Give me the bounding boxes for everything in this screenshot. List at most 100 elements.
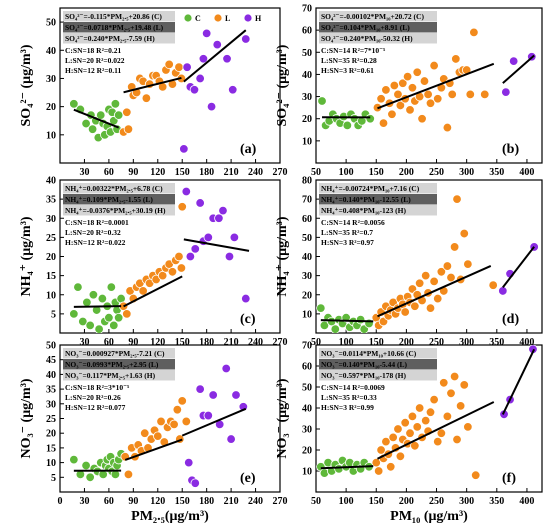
stat-text: L:SN=20 R²=0.26 xyxy=(65,393,121,402)
y-tick-label: 20 xyxy=(302,446,312,457)
x-tick-label: 400 xyxy=(519,167,534,178)
equation-text: NO₃⁻=0.0114*PM₁₀+10.66 (C) xyxy=(321,349,417,358)
x-tick-label: 50 xyxy=(311,337,321,348)
x-tick-label: 400 xyxy=(519,496,534,507)
point-L xyxy=(386,462,396,472)
point-L xyxy=(123,469,134,480)
point-C xyxy=(88,290,99,300)
x-tick-label: 200 xyxy=(399,167,414,178)
point-L xyxy=(169,419,179,430)
fit-line-L xyxy=(123,275,183,308)
point-L xyxy=(425,303,436,313)
equation-text: NH₄⁺=-0.0376*PM₂.₅+30.19 (H) xyxy=(65,206,166,215)
x-tick-label: 120 xyxy=(150,337,165,348)
point-L xyxy=(459,380,469,390)
point-H xyxy=(222,54,232,64)
y-tick-label: 10 xyxy=(302,309,312,320)
point-L xyxy=(469,27,479,38)
stat-text: C:SN=14 R²=0.0056 xyxy=(321,218,385,227)
point-L xyxy=(463,259,473,269)
equation-text: NH₄⁺=-0.00724*PM₁₀+7.16 (C) xyxy=(321,184,420,193)
panel-c: 30 60 90 120 150 180 210 240 270 5 10 15 20 25 30 35 40 N… xyxy=(19,176,288,349)
point-H xyxy=(241,293,251,304)
stat-text: C:SN=18 R²=0.0001 xyxy=(65,218,129,227)
y-axis-label: SO₄²⁻ (μg/m³) xyxy=(275,44,290,126)
y-tick-label: 10 xyxy=(302,136,312,147)
stat-text: C:SN=14 R²=0.0069 xyxy=(321,383,385,392)
point-L xyxy=(442,261,453,271)
point-C xyxy=(316,303,326,313)
data-layer xyxy=(69,186,251,333)
point-L xyxy=(378,118,389,128)
equation-text: NO₃⁻=0.117*PM₂.₅+1.63 (H) xyxy=(65,371,156,380)
x-tick-label: 150 xyxy=(369,167,384,178)
point-L xyxy=(442,411,453,422)
y-tick-label: 25 xyxy=(46,233,56,244)
fit-line-C xyxy=(320,465,374,470)
x-tick-label: 60 xyxy=(104,167,114,178)
point-L xyxy=(400,418,410,428)
equation-text: NO₃⁻=0.140*PM₁₀-5.44 (L) xyxy=(321,360,408,369)
point-H xyxy=(501,87,511,97)
x-tick-label: 100 xyxy=(339,337,354,348)
y-tick-label: 20 xyxy=(46,102,56,113)
point-H xyxy=(241,34,251,44)
point-H xyxy=(229,232,240,243)
point-L xyxy=(140,428,150,438)
point-L xyxy=(449,242,460,252)
y-tick-label: 30 xyxy=(302,92,312,103)
fit-line-L xyxy=(123,76,182,94)
x-tick-label: 180 xyxy=(199,167,214,178)
y-tick-label: 40 xyxy=(302,252,312,263)
point-L xyxy=(423,89,433,100)
x-tick-label: 250 xyxy=(429,167,444,178)
x-tick-label: 250 xyxy=(429,337,444,348)
point-L xyxy=(174,62,184,72)
stat-text: H:SN=12 R²=0.022 xyxy=(65,238,126,247)
legend-marker-H xyxy=(243,13,253,23)
point-H xyxy=(224,251,235,262)
x-tick-label: 100 xyxy=(339,496,354,507)
y-tick-label: 20 xyxy=(46,429,56,440)
x-tick-label: 300 xyxy=(459,496,474,507)
y-tick-label: 50 xyxy=(302,383,312,394)
point-L xyxy=(439,378,449,388)
point-L xyxy=(164,59,174,70)
stat-text: C:SN=14 R²=7*10⁻⁵ xyxy=(321,46,386,55)
data-layer xyxy=(317,27,537,133)
point-H xyxy=(203,232,213,243)
x-tick-label: 250 xyxy=(429,496,444,507)
point-L xyxy=(433,94,443,104)
equation-box xyxy=(63,194,175,205)
point-H xyxy=(184,457,194,468)
point-C xyxy=(109,320,119,331)
x-tick-label: 240 xyxy=(248,496,263,507)
x-tick-label: 90 xyxy=(128,496,138,507)
x-tick-label: 30 xyxy=(79,337,89,348)
stat-text: L:SN=35 R²=0.28 xyxy=(321,56,377,65)
stat-text: H:SN=12 R²=0.077 xyxy=(65,403,126,412)
point-C xyxy=(330,324,340,333)
y-tick-label: 70 xyxy=(302,341,312,352)
y-tick-label: 30 xyxy=(46,74,56,85)
point-L xyxy=(122,309,132,319)
point-L xyxy=(405,105,415,115)
point-H xyxy=(508,56,519,66)
point-L xyxy=(471,470,481,480)
panel-tag: (f) xyxy=(502,471,516,486)
point-L xyxy=(172,404,183,415)
point-C xyxy=(317,96,327,106)
point-H xyxy=(212,39,222,50)
y-tick-label: 10 xyxy=(302,467,312,478)
point-C xyxy=(113,110,124,120)
equation-text: SO₄²⁻=0.240*PM₂.₅-7.59 (H) xyxy=(65,34,155,43)
fit-line-L xyxy=(124,438,183,461)
equation-text: NO₃⁻=0.000927*PM₂.₅-7.21 (C) xyxy=(65,349,165,358)
y-axis-label: NH₄⁺ (μg/m³) xyxy=(275,216,290,296)
point-L xyxy=(433,436,443,447)
x-tick-label: 180 xyxy=(199,496,214,507)
point-L xyxy=(449,371,460,382)
data-layer xyxy=(69,28,251,154)
stat-text: H:SN=3 R²=0.99 xyxy=(321,403,374,412)
point-L xyxy=(436,267,447,277)
